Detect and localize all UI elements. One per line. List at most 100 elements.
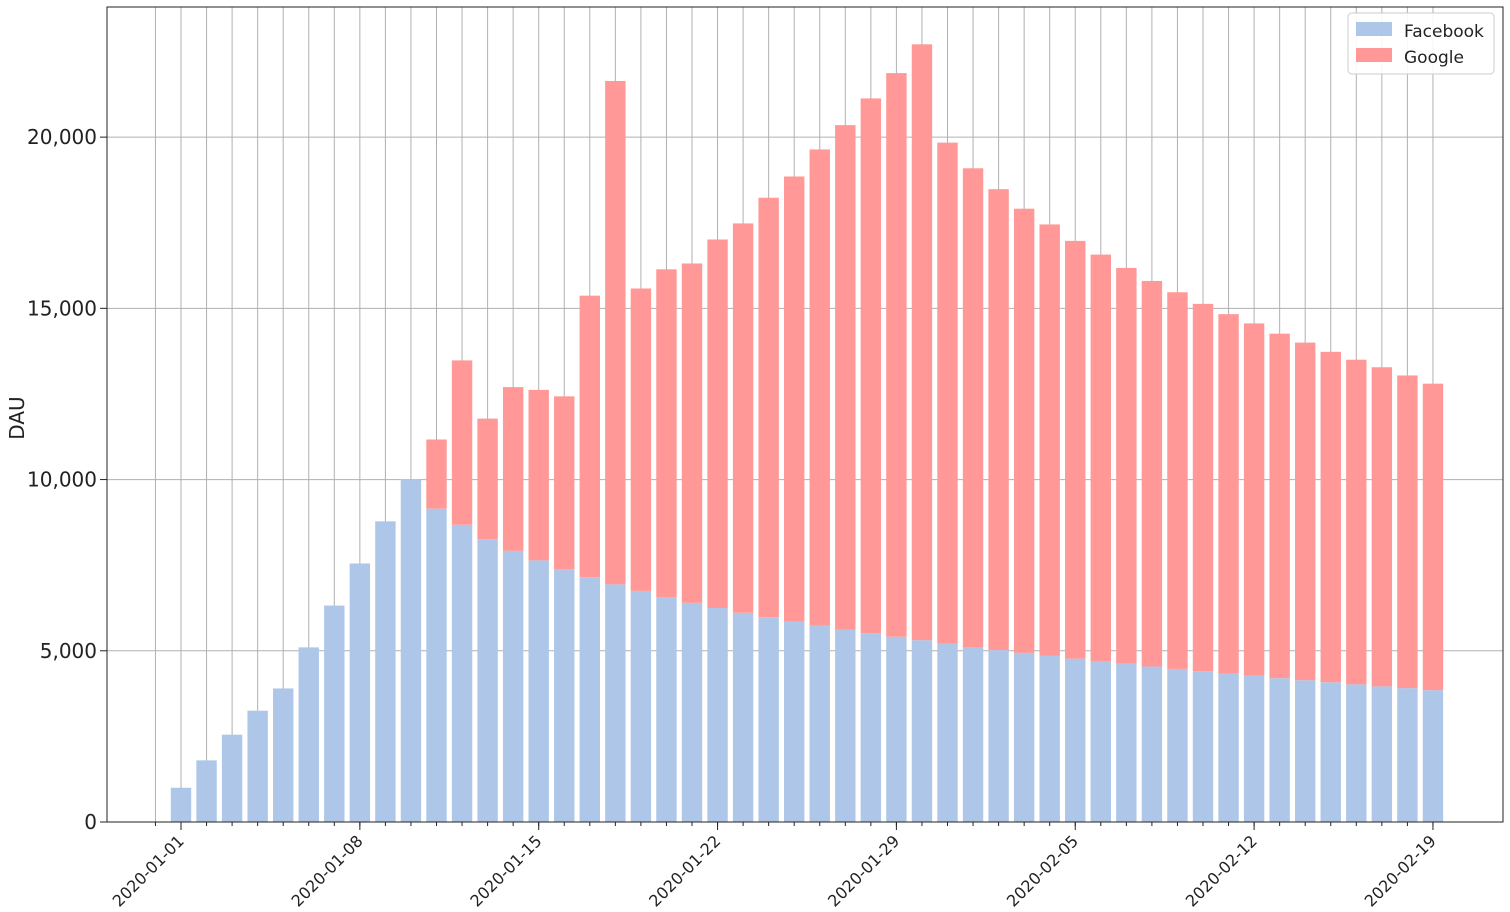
bar-facebook xyxy=(962,647,984,822)
bar-google xyxy=(1371,367,1393,687)
bar-facebook xyxy=(656,597,677,822)
bar-facebook xyxy=(1295,680,1316,822)
bar-google xyxy=(1295,342,1316,681)
legend-swatch-google xyxy=(1356,48,1392,62)
bar-facebook xyxy=(502,550,524,822)
bar-google xyxy=(579,295,600,578)
x-tick-label: 2020-02-19 xyxy=(1361,831,1440,910)
bar-facebook xyxy=(451,524,473,822)
y-tick-label: 20,000 xyxy=(27,125,97,149)
bar-google xyxy=(1243,323,1265,676)
bar-facebook xyxy=(937,643,958,822)
bar-facebook xyxy=(196,760,217,822)
bar-google xyxy=(962,168,984,648)
bar-facebook xyxy=(170,787,192,822)
bar-facebook xyxy=(528,560,549,822)
bar-facebook xyxy=(1039,655,1060,822)
bar-facebook xyxy=(809,625,830,822)
bar-facebook xyxy=(758,617,779,822)
legend-swatch-facebook xyxy=(1356,22,1392,36)
bar-google xyxy=(451,360,473,525)
plot-area-frame xyxy=(106,6,1504,823)
legend-label-facebook: Facebook xyxy=(1404,22,1484,42)
bar-google xyxy=(809,149,830,626)
bar-facebook xyxy=(707,607,728,822)
y-tick-label: 10,000 xyxy=(27,468,97,492)
bar-facebook xyxy=(1013,652,1035,822)
bar-facebook xyxy=(1116,663,1137,822)
bar-google xyxy=(732,223,754,613)
bar-facebook xyxy=(554,569,575,822)
bar-facebook xyxy=(273,688,294,822)
bar-facebook xyxy=(375,521,396,822)
bar-google xyxy=(1065,240,1086,659)
bar-google xyxy=(1116,267,1137,664)
bar-facebook xyxy=(298,647,319,822)
bar-facebook xyxy=(1167,668,1188,822)
bar-google xyxy=(1218,314,1239,674)
bar-google xyxy=(554,396,575,570)
x-tick-label: 2020-02-12 xyxy=(1182,831,1261,910)
bar-facebook xyxy=(1371,686,1393,822)
bar-google xyxy=(1397,375,1418,689)
bar-facebook xyxy=(1218,673,1239,822)
bar-facebook xyxy=(1346,684,1367,822)
bar-facebook xyxy=(579,577,600,822)
x-tick-label: 2020-01-22 xyxy=(645,831,724,910)
x-tick-label: 2020-01-15 xyxy=(466,831,545,910)
bar-google xyxy=(528,389,549,561)
legend-label-google: Google xyxy=(1404,48,1464,68)
bars xyxy=(170,44,1444,822)
y-tick-label: 0 xyxy=(84,810,97,834)
x-tick-label: 2020-01-29 xyxy=(824,831,903,910)
bar-facebook xyxy=(477,539,498,822)
bar-facebook xyxy=(784,621,805,822)
bar-facebook xyxy=(1065,658,1086,822)
bar-facebook xyxy=(681,602,703,822)
bar-google xyxy=(1269,333,1290,679)
bar-google xyxy=(886,73,907,637)
y-tick-label: 5,000 xyxy=(40,639,97,663)
bar-google xyxy=(937,142,958,644)
x-axis-ticks: 2020-01-01 2020-01-08 2020-01-15 2020-01-22… xyxy=(109,822,1440,911)
bar-facebook xyxy=(630,590,652,822)
bar-facebook xyxy=(988,650,1009,822)
bar-facebook xyxy=(1141,666,1163,822)
y-axis-title: DAU xyxy=(5,396,29,439)
bar-google xyxy=(477,418,498,540)
bar-facebook xyxy=(247,710,268,822)
bar-facebook xyxy=(1320,682,1341,822)
bar-google xyxy=(630,288,652,591)
bar-facebook xyxy=(1192,671,1214,822)
bar-facebook xyxy=(1422,690,1444,822)
bar-google xyxy=(1141,280,1163,667)
bar-facebook xyxy=(835,629,856,822)
bar-facebook xyxy=(886,636,907,822)
bar-facebook xyxy=(1243,675,1265,822)
bar-google xyxy=(1013,208,1035,653)
bar-facebook xyxy=(860,633,882,822)
bar-google xyxy=(502,387,524,551)
bar-google xyxy=(1090,254,1111,662)
bar-facebook xyxy=(349,563,371,822)
y-axis-ticks: 0 5,000 10,000 15,000 20,000 xyxy=(27,125,107,834)
bar-google xyxy=(835,125,856,630)
bar-google xyxy=(426,439,447,509)
bar-facebook xyxy=(426,508,447,822)
y-tick-label: 15,000 xyxy=(27,296,97,320)
bar-facebook xyxy=(732,612,754,822)
x-tick-label: 2020-01-01 xyxy=(109,831,188,910)
x-tick-label: 2020-02-05 xyxy=(1003,831,1082,910)
bar-facebook xyxy=(911,640,933,822)
bar-facebook xyxy=(1397,688,1418,822)
bar-facebook xyxy=(1090,661,1111,822)
bar-google xyxy=(1320,351,1341,683)
bar-google xyxy=(656,269,677,598)
bar-google xyxy=(860,98,882,634)
bar-google xyxy=(1167,292,1188,669)
bar-facebook xyxy=(1269,678,1290,822)
bar-google xyxy=(1192,303,1214,672)
x-tick-label: 2020-01-08 xyxy=(287,831,366,910)
bar-google xyxy=(758,197,779,618)
